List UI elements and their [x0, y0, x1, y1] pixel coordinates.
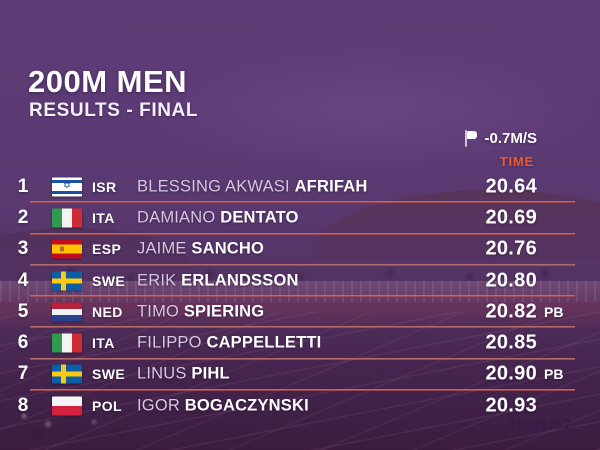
result-row: 3 ESP JAIME SANCHO 20.76 [0, 234, 600, 266]
result-time: 20.76 [485, 237, 537, 260]
esp-flag-icon [52, 239, 82, 259]
time-column-header: TIME [499, 154, 534, 169]
row-separator [30, 389, 575, 392]
record-badge: PB [544, 303, 564, 320]
rank-number: 6 [17, 332, 29, 354]
result-time: 20.93 [485, 394, 537, 417]
result-row: 2 ITA DAMIANO DENTATO 20.69 [0, 202, 600, 235]
athlete-last-name: CAPPELLETTI [206, 333, 322, 352]
country-code: SWE [92, 272, 126, 289]
swe-flag-icon [52, 364, 82, 384]
record-badge: PB [544, 366, 564, 383]
row-separator [30, 357, 575, 360]
rank-number: 2 [17, 206, 29, 228]
result-row: 5 NED TIMO SPIERING 20.82 PB [0, 296, 600, 329]
athlete-last-name: AFRIFAH [294, 177, 368, 196]
result-row: 1 ISR BLESSING AKWASI AFRIFAH 20.64 [0, 171, 600, 204]
athlete-first-name: IGOR [137, 396, 185, 415]
athlete-name: IGOR BOGACZYNSKI [137, 396, 309, 415]
result-row: 7 SWE LINUS PIHL 20.90 PB [0, 359, 600, 392]
result-row: 4 SWE ERIK ERLANDSSON 20.80 [0, 265, 600, 298]
result-time: 20.64 [485, 175, 537, 198]
result-time: 20.80 [485, 269, 537, 292]
country-code: ESP [92, 241, 122, 258]
row-separator [30, 263, 575, 266]
result-time: 20.85 [485, 331, 537, 354]
athlete-name: BLESSING AKWASI AFRIFAH [137, 177, 367, 196]
pol-flag-icon [52, 396, 82, 416]
country-code: SWE [92, 366, 126, 383]
results-table: 1 ISR BLESSING AKWASI AFRIFAH 20.64 2 IT… [0, 171, 600, 421]
athlete-first-name: DAMIANO [137, 208, 221, 227]
timestamp-watermark: 20:41:52 [507, 416, 572, 432]
athlete-last-name: SANCHO [191, 239, 265, 258]
result-time: 20.90 [485, 362, 537, 385]
athlete-last-name: DENTATO [220, 208, 299, 227]
event-title: 200M MEN [28, 64, 188, 99]
isr-flag-icon [52, 177, 82, 197]
country-code: ISR [92, 178, 117, 195]
result-row: 8 POL IGOR BOGACZYNSKI 20.93 [0, 390, 600, 421]
athlete-first-name: LINUS [137, 364, 192, 383]
row-separator [30, 295, 575, 298]
athlete-name: JAIME SANCHO [137, 240, 264, 259]
ita-flag-icon [52, 208, 82, 228]
athlete-name: DAMIANO DENTATO [137, 208, 299, 227]
rank-number: 8 [17, 394, 29, 416]
athlete-last-name: ERLANDSSON [181, 271, 299, 290]
result-time: 20.82 [485, 300, 537, 323]
athlete-first-name: ERIK [137, 271, 182, 290]
rank-number: 5 [17, 300, 29, 322]
country-code: POL [92, 397, 122, 414]
rank-number: 1 [17, 175, 29, 197]
event-subtitle: RESULTS - FINAL [29, 100, 199, 121]
row-separator [30, 201, 575, 204]
athlete-first-name: TIMO [137, 302, 184, 321]
athlete-name: TIMO SPIERING [137, 302, 264, 321]
athlete-first-name: FILIPPO [137, 333, 207, 352]
row-separator [30, 232, 575, 235]
country-code: NED [92, 303, 123, 320]
rank-number: 3 [17, 238, 29, 260]
result-time: 20.69 [485, 206, 537, 229]
rank-number: 4 [17, 269, 29, 291]
country-code: ITA [92, 335, 115, 352]
athlete-first-name: BLESSING AKWASI [137, 177, 295, 196]
athlete-last-name: BOGACZYNSKI [184, 396, 309, 415]
athlete-first-name: JAIME [137, 239, 192, 258]
wind-reading: -0.7M/S [464, 130, 537, 147]
swe-flag-icon [52, 271, 82, 291]
country-code: ITA [92, 209, 115, 226]
wind-value: -0.7M/S [484, 130, 537, 147]
rank-number: 7 [17, 363, 29, 385]
athlete-name: FILIPPO CAPPELLETTI [137, 334, 321, 353]
athlete-last-name: SPIERING [183, 302, 265, 321]
athlete-name: ERIK ERLANDSSON [137, 271, 299, 290]
row-separator [30, 326, 575, 329]
athlete-last-name: PIHL [191, 364, 230, 383]
ned-flag-icon [52, 302, 82, 322]
result-row: 6 ITA FILIPPO CAPPELLETTI 20.85 [0, 327, 600, 360]
athlete-name: LINUS PIHL [137, 365, 230, 384]
ita-flag-icon [52, 333, 82, 353]
wind-flag-icon [464, 130, 478, 147]
